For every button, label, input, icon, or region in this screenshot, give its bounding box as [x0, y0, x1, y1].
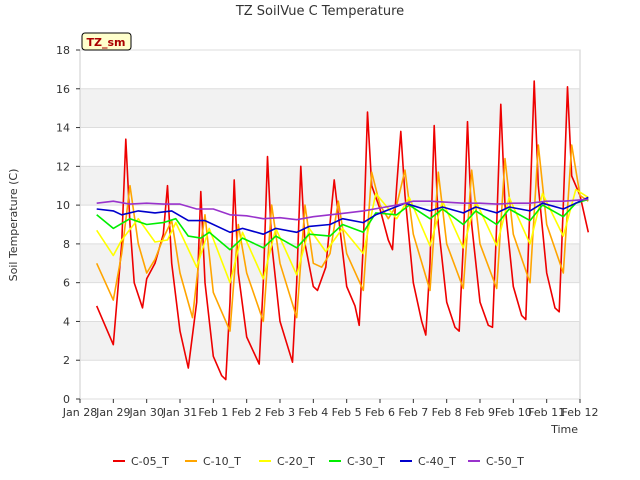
series-line-c-20-t: [96, 188, 589, 284]
x-tick-label: Jan 30: [128, 406, 163, 419]
plot-band: [80, 50, 580, 89]
legend-label: C-40_T: [418, 455, 456, 468]
legend-label: C-30_T: [347, 455, 385, 468]
x-tick-label: Jan 28: [62, 406, 97, 419]
legend: C-05_T C-10_T C-20_T C-30_T C-40_T C-50_T: [113, 455, 524, 468]
plot-band: [80, 360, 580, 399]
x-tick-label: Feb 9: [465, 406, 495, 419]
x-tick-label: Feb 11: [528, 406, 565, 419]
legend-label: C-50_T: [486, 455, 524, 468]
plot-band: [80, 282, 580, 322]
plot-band: [80, 166, 580, 206]
x-tick-label: Jan 31: [162, 406, 197, 419]
station-badge-label: TZ_sm: [87, 36, 126, 49]
legend-label: C-10_T: [203, 455, 241, 468]
y-tick-label: 14: [56, 122, 70, 135]
y-tick-label: 10: [56, 199, 70, 212]
y-tick-label: 8: [63, 238, 70, 251]
y-tick-label: 6: [63, 277, 70, 290]
chart-title: TZ SoilVue C Temperature: [235, 4, 404, 19]
x-tick-label: Feb 4: [298, 406, 328, 419]
plot-band: [80, 127, 580, 167]
y-axis-ticks: 0 2 4 6 8 10 12 14 16 18: [56, 44, 80, 406]
y-axis-label: Soil Temperature (C): [7, 169, 20, 282]
x-tick-label: Feb 6: [365, 406, 395, 419]
x-tick-label: Feb 12: [562, 406, 599, 419]
station-badge-box: [81, 32, 132, 51]
station-badge: TZ_sm: [81, 32, 132, 51]
x-tick-label: Feb 3: [265, 406, 295, 419]
y-tick-label: 2: [63, 354, 70, 367]
x-tick-label: Feb 10: [495, 406, 532, 419]
plot-band: [80, 321, 580, 361]
y-tick-label: 0: [63, 393, 70, 406]
series-line-c-30-t: [96, 198, 589, 251]
x-tick-label: Feb 2: [232, 406, 262, 419]
x-tick-label: Feb 8: [432, 406, 462, 419]
plot-band: [80, 88, 580, 128]
series-line-c-50-t: [96, 198, 589, 221]
x-tick-label: Feb 5: [332, 406, 362, 419]
series-lines: [95, 80, 590, 381]
x-tick-label: Jan 29: [95, 406, 130, 419]
y-tick-label: 18: [56, 44, 70, 57]
y-tick-label: 12: [56, 160, 70, 173]
x-tick-label: Feb 1: [198, 406, 228, 419]
legend-label: C-05_T: [131, 455, 169, 468]
legend-label: C-20_T: [277, 455, 315, 468]
x-axis-label: Time: [550, 423, 578, 436]
y-tick-label: 4: [63, 315, 70, 328]
y-tick-label: 16: [56, 83, 70, 96]
x-tick-label: Feb 7: [398, 406, 428, 419]
series-line-c-40-t: [96, 196, 589, 235]
